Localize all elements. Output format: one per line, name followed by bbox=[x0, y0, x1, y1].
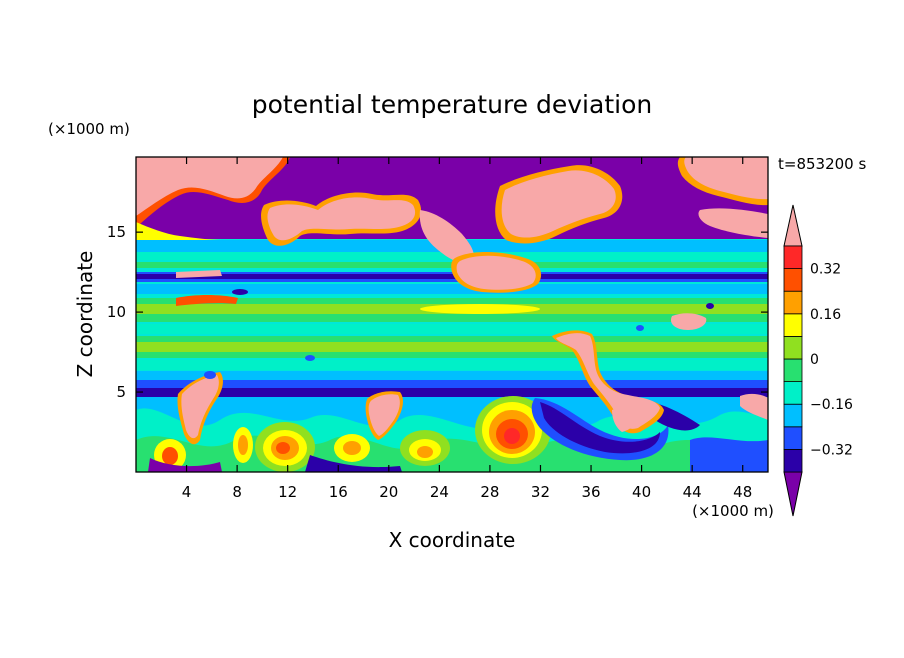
colorbar-segment bbox=[783, 426, 803, 450]
upper-plume-far-right bbox=[684, 157, 768, 200]
colorbar-tick-label: −0.16 bbox=[810, 397, 853, 413]
x-tick-label: 24 bbox=[430, 483, 449, 501]
chart-title: potential temperature deviation bbox=[252, 90, 652, 119]
y-axis: 5 10 15 bbox=[107, 223, 768, 401]
upper-plume-left bbox=[136, 157, 283, 216]
x-axis-label: X coordinate bbox=[389, 528, 516, 552]
y-axis-label: Z coordinate bbox=[73, 251, 97, 378]
colorbar-segment bbox=[783, 335, 803, 360]
colorbar-segment bbox=[783, 381, 803, 405]
cold-dot-4 bbox=[706, 303, 714, 309]
cold-dot-1 bbox=[232, 289, 248, 295]
upper-plume-center bbox=[267, 197, 416, 241]
colorbar-segment bbox=[783, 290, 803, 315]
heatmap-field bbox=[136, 157, 768, 472]
x-tick-label: 48 bbox=[733, 483, 752, 501]
band-lower-lime bbox=[136, 342, 768, 352]
mid-cloud bbox=[456, 255, 536, 290]
x-tick-label: 12 bbox=[278, 483, 297, 501]
lower-plume-3 bbox=[740, 393, 768, 420]
x-tick-label: 20 bbox=[379, 483, 398, 501]
band-mid-navy bbox=[136, 274, 768, 279]
x-tick-label: 4 bbox=[182, 483, 192, 501]
band-mid-cyan bbox=[136, 284, 768, 294]
warm-core-3-orange bbox=[417, 446, 433, 458]
warm-core-4-red bbox=[162, 447, 178, 465]
band-teal bbox=[136, 324, 768, 334]
lower-plume-1 bbox=[181, 375, 219, 439]
y-tick-label: 15 bbox=[107, 223, 126, 241]
cold-dot-5 bbox=[204, 371, 216, 379]
x-tick-label: 16 bbox=[329, 483, 348, 501]
colorbar: 0.32 0.16 0 −0.16 −0.32 bbox=[783, 204, 853, 517]
x-axis: 4 8 12 16 20 24 28 32 36 40 44 48 bbox=[182, 157, 752, 501]
cold-dot-3 bbox=[636, 325, 644, 331]
x-axis-unit: (×1000 m) bbox=[692, 502, 774, 520]
cold-core-floor-1 bbox=[148, 458, 222, 472]
colorbar-tick-label: −0.32 bbox=[810, 442, 853, 458]
band-lower-teal bbox=[136, 360, 768, 370]
x-tick-label: 8 bbox=[232, 483, 242, 501]
warm-core-1-red bbox=[276, 442, 290, 454]
y-tick-label: 10 bbox=[107, 303, 126, 321]
mid-patch-right bbox=[670, 313, 707, 330]
colorbar-segment bbox=[783, 313, 803, 337]
x-tick-label: 44 bbox=[683, 483, 702, 501]
colorbar-under-arrow bbox=[783, 471, 803, 517]
colorbar-segment bbox=[783, 268, 803, 292]
upper-plume-strand bbox=[419, 210, 474, 264]
band-lower-cyan bbox=[136, 371, 768, 381]
rising-plume bbox=[556, 333, 660, 429]
warm-core-6-orange bbox=[238, 435, 248, 455]
mid-streak-1 bbox=[176, 270, 222, 278]
upper-plume-right bbox=[501, 170, 616, 238]
colorbar-segment bbox=[783, 358, 803, 383]
colorbar-segment bbox=[783, 403, 803, 428]
plot-frame bbox=[135, 156, 769, 473]
band-lower-navy bbox=[136, 388, 768, 397]
time-label: t=853200 s bbox=[778, 155, 866, 173]
warm-core-5-orange bbox=[343, 441, 361, 455]
colorbar-segment bbox=[783, 245, 803, 270]
x-tick-label: 28 bbox=[480, 483, 499, 501]
colorbar-segment bbox=[783, 448, 803, 473]
y-tick-label: 5 bbox=[116, 383, 126, 401]
warm-core-2-crimson bbox=[504, 428, 520, 444]
colorbar-tick-label: 0 bbox=[810, 352, 819, 368]
cold-vortex-inner bbox=[540, 402, 660, 454]
band-yellow-core bbox=[420, 304, 540, 314]
upper-plume-far-right-lower bbox=[698, 208, 768, 238]
cold-core-floor-2 bbox=[305, 455, 402, 472]
lower-plume-4 bbox=[612, 408, 640, 432]
lower-plume-2 bbox=[368, 394, 400, 436]
cold-core-floor-3 bbox=[690, 437, 768, 472]
x-tick-label: 36 bbox=[581, 483, 600, 501]
mid-streak-2 bbox=[176, 295, 238, 306]
x-tick-label: 40 bbox=[632, 483, 651, 501]
x-tick-label: 32 bbox=[531, 483, 550, 501]
colorbar-tick-label: 0.16 bbox=[810, 307, 841, 323]
upper-plume-left-base bbox=[136, 222, 222, 240]
colorbar-tick-label: 0.32 bbox=[810, 262, 841, 278]
cold-dot-2 bbox=[305, 355, 315, 361]
band-lower-blue bbox=[136, 380, 768, 388]
colorbar-over-arrow bbox=[783, 204, 803, 247]
y-axis-unit: (×1000 m) bbox=[48, 120, 130, 138]
